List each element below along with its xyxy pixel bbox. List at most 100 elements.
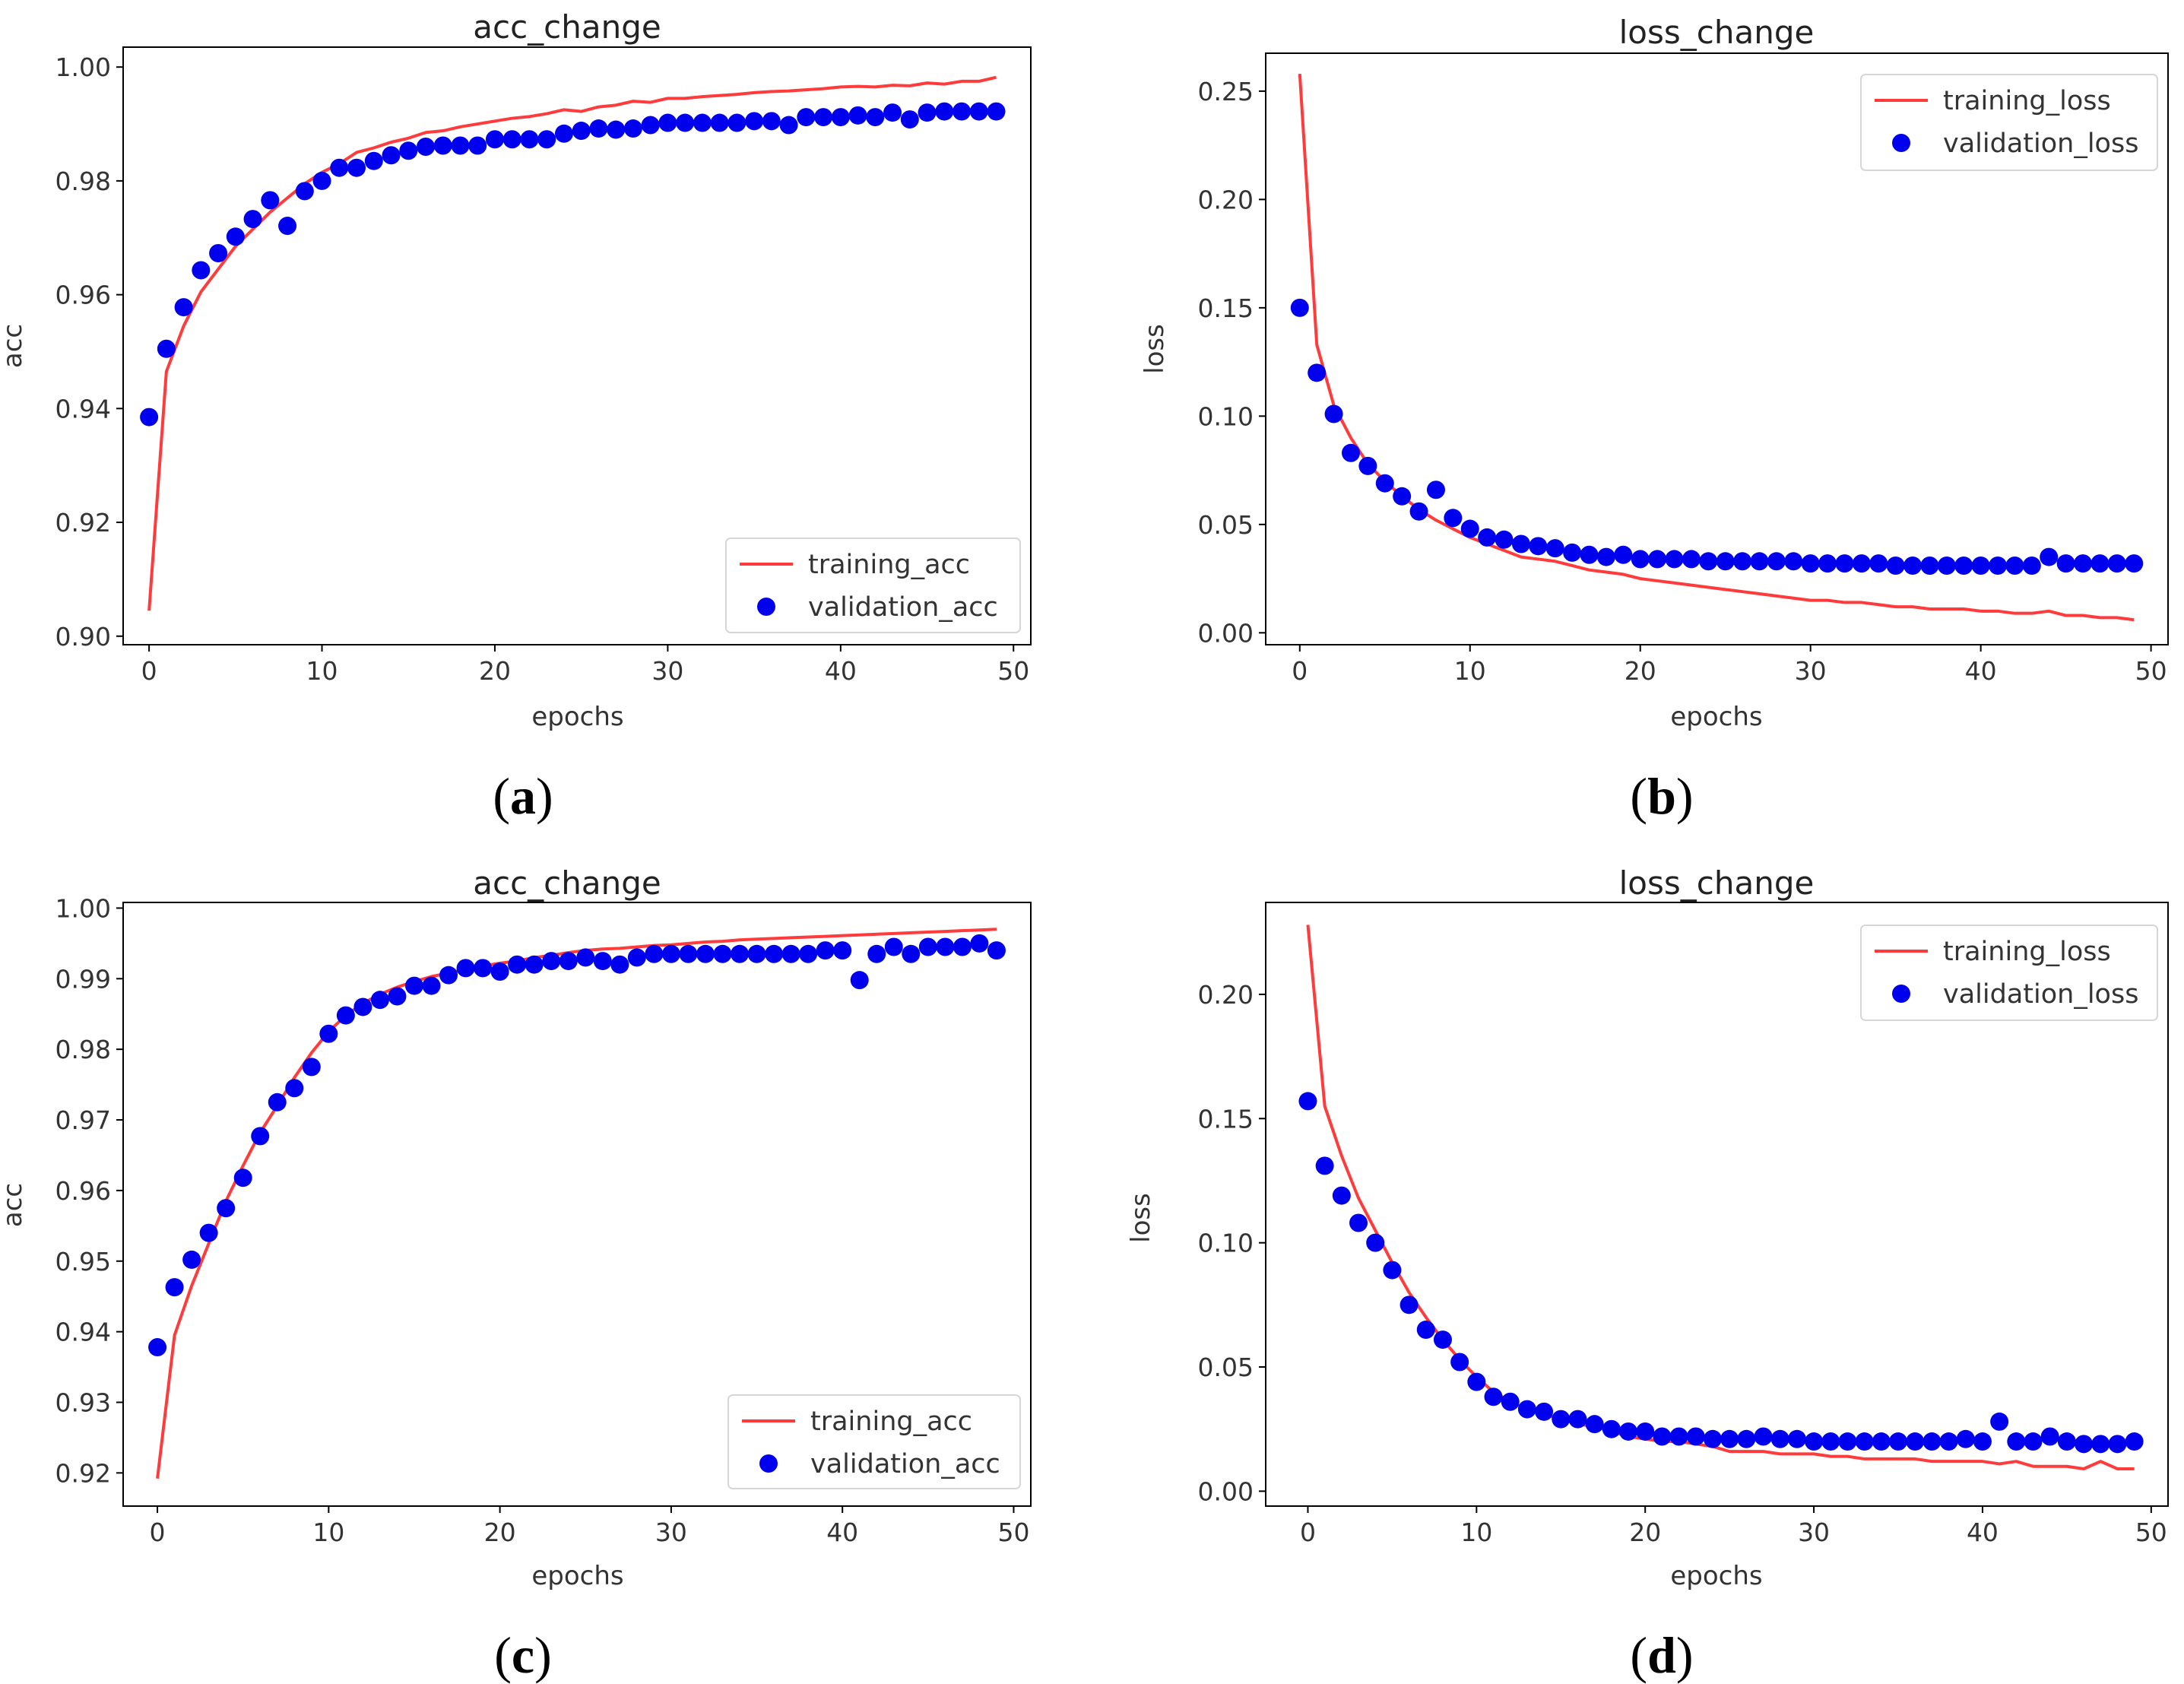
validation-point bbox=[2091, 1435, 2110, 1454]
plot-frame bbox=[122, 46, 1032, 645]
validation-point bbox=[762, 112, 781, 131]
validation-point bbox=[2022, 556, 2041, 575]
validation-point bbox=[1855, 1432, 1874, 1451]
x-tick-label: 40 bbox=[825, 656, 857, 686]
validation-point bbox=[2074, 554, 2093, 573]
validation-point bbox=[148, 1338, 167, 1357]
legend-training-label: training_loss bbox=[1943, 86, 2111, 116]
validation-point bbox=[1937, 556, 1956, 575]
validation-point bbox=[525, 955, 544, 974]
validation-point bbox=[2007, 1432, 2026, 1451]
plot-frame bbox=[122, 902, 1032, 1507]
validation-point bbox=[1495, 530, 1514, 549]
validation-point bbox=[2075, 1435, 2094, 1454]
x-axis-label: epochs bbox=[531, 702, 623, 732]
validation-point bbox=[747, 944, 766, 963]
validation-point bbox=[1484, 1387, 1503, 1407]
validation-point bbox=[1818, 554, 1837, 573]
legend-box bbox=[727, 1394, 1021, 1489]
validation-point bbox=[199, 1223, 218, 1242]
validation-point bbox=[1737, 1429, 1756, 1448]
validation-point bbox=[226, 227, 245, 246]
validation-point bbox=[2108, 1435, 2127, 1454]
validation-point bbox=[542, 952, 561, 971]
x-tick-label: 20 bbox=[1625, 656, 1656, 686]
legend: training_loss validation_loss bbox=[1860, 74, 2158, 171]
validation-point bbox=[745, 112, 764, 131]
validation-point bbox=[1770, 1429, 1789, 1448]
validation-point bbox=[1973, 1432, 1992, 1451]
panel-label-letter: b bbox=[1647, 767, 1676, 825]
x-tick-label: 0 bbox=[141, 656, 157, 686]
legend-box bbox=[1860, 924, 2158, 1021]
y-tick-label: 0.00 bbox=[1198, 1476, 1254, 1506]
y-tick-label: 0.15 bbox=[1198, 1104, 1254, 1134]
y-tick-label: 0.94 bbox=[55, 1318, 111, 1347]
y-tick-label: 1.00 bbox=[55, 893, 111, 923]
panel-label: (c) bbox=[494, 1626, 552, 1684]
y-tick-label: 0.92 bbox=[55, 1458, 111, 1488]
x-tick-label: 40 bbox=[1967, 1518, 1999, 1547]
validation-point bbox=[1535, 1402, 1554, 1421]
chart-title: acc_change bbox=[473, 8, 661, 46]
x-tick-label: 10 bbox=[306, 656, 338, 686]
validation-point bbox=[2005, 556, 2024, 575]
validation-point bbox=[1393, 487, 1412, 506]
validation-point bbox=[370, 991, 389, 1010]
validation-point bbox=[1602, 1419, 1621, 1438]
validation-point bbox=[576, 948, 595, 967]
validation-point bbox=[1349, 1213, 1368, 1232]
legend-validation-swatch bbox=[757, 598, 775, 616]
validation-point bbox=[1805, 1432, 1824, 1451]
y-tick-label: 0.25 bbox=[1198, 77, 1254, 106]
chart-title: loss_change bbox=[1619, 14, 1815, 51]
panel-label: (d) bbox=[1630, 1626, 1693, 1684]
validation-point bbox=[848, 106, 867, 125]
validation-point bbox=[1767, 552, 1786, 571]
validation-point bbox=[302, 1058, 321, 1077]
validation-point bbox=[1636, 1422, 1655, 1441]
panel-label-open: ( bbox=[493, 767, 510, 825]
y-tick-label: 0.99 bbox=[55, 964, 111, 994]
validation-point bbox=[833, 941, 852, 960]
validation-point bbox=[330, 158, 349, 177]
validation-point bbox=[1852, 554, 1871, 573]
x-tick-label: 20 bbox=[1629, 1518, 1661, 1547]
x-axis-label: epochs bbox=[531, 1561, 623, 1591]
legend-validation-swatch bbox=[1892, 134, 1910, 152]
training-line bbox=[156, 928, 997, 1479]
validation-point bbox=[1433, 1330, 1452, 1349]
x-tick-label: 20 bbox=[479, 656, 511, 686]
validation-point bbox=[319, 1024, 338, 1043]
validation-point bbox=[593, 952, 612, 971]
panel-label-letter: d bbox=[1647, 1626, 1676, 1684]
y-axis-label: acc bbox=[0, 1183, 28, 1227]
validation-point bbox=[243, 210, 262, 229]
validation-point bbox=[713, 944, 732, 963]
validation-point bbox=[1989, 556, 2008, 575]
validation-point bbox=[1315, 1156, 1334, 1175]
validation-point bbox=[1682, 550, 1701, 569]
validation-point bbox=[1801, 554, 1820, 573]
validation-point bbox=[433, 136, 452, 155]
validation-point bbox=[1552, 1410, 1571, 1429]
validation-point bbox=[1733, 552, 1752, 571]
y-tick-label: 0.10 bbox=[1198, 1229, 1254, 1258]
validation-point bbox=[1872, 1432, 1891, 1451]
validation-point bbox=[589, 119, 608, 138]
y-axis-label: loss bbox=[1140, 324, 1170, 374]
x-tick-label: 30 bbox=[651, 656, 683, 686]
validation-point bbox=[261, 191, 280, 210]
x-tick-label: 40 bbox=[1965, 656, 1997, 686]
validation-point bbox=[1903, 556, 1922, 575]
legend-box bbox=[1860, 74, 2158, 171]
training-line bbox=[1298, 73, 2135, 622]
validation-point bbox=[1409, 502, 1428, 521]
chart-d: 0 10 20 30 40 50 0.00 0.05 0.10 0.15 0.20 loss_chan… bbox=[1126, 864, 2169, 1684]
validation-point bbox=[814, 108, 833, 127]
x-tick-label: 50 bbox=[2135, 1518, 2167, 1547]
legend-validation-label: validation_loss bbox=[1943, 979, 2138, 1010]
validation-point bbox=[1653, 1427, 1672, 1446]
x-tick-label: 30 bbox=[1798, 1518, 1830, 1547]
validation-point bbox=[1467, 1372, 1486, 1391]
